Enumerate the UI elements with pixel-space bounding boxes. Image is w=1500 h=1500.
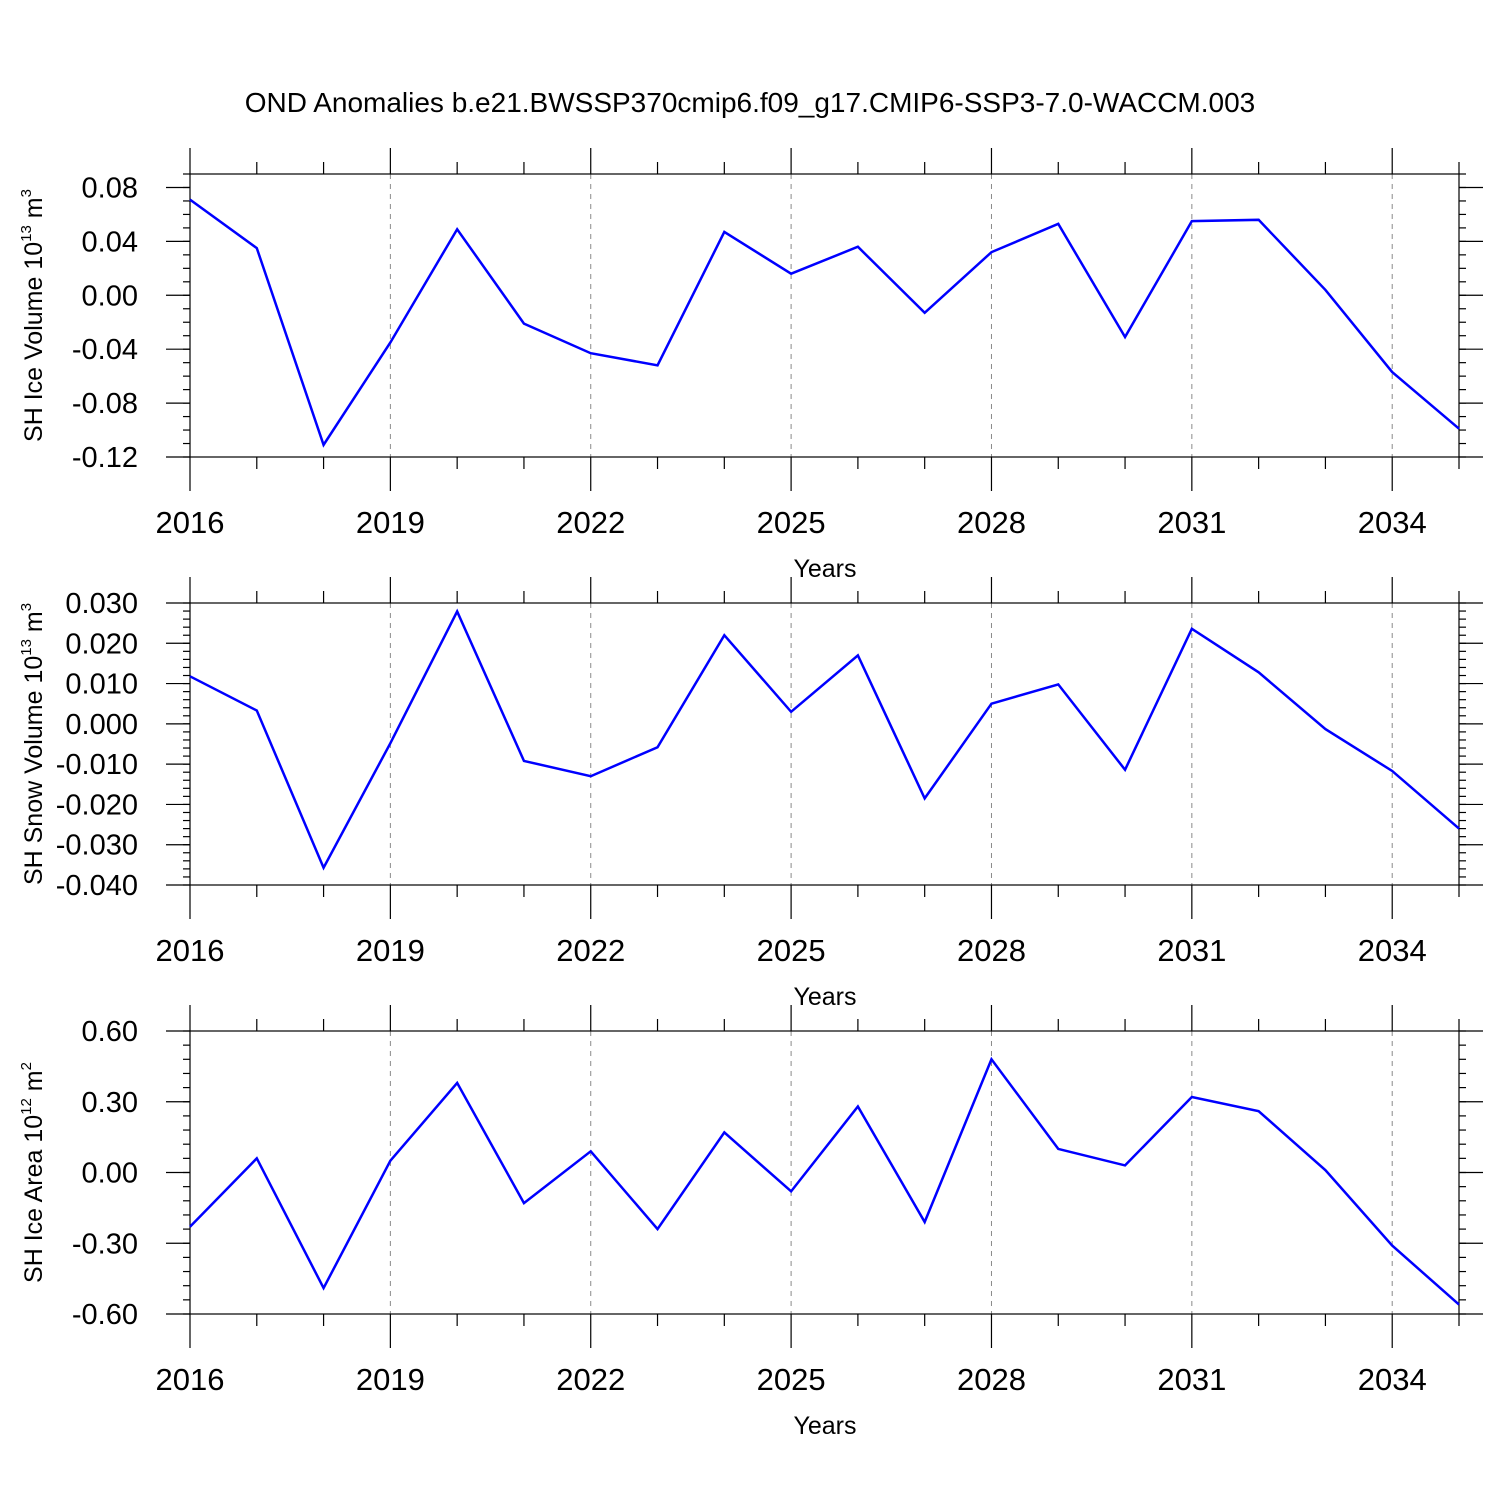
x-tick-label: 2016 <box>156 1362 225 1397</box>
y-tick-label: -0.04 <box>72 334 138 366</box>
y-tick-label: -0.030 <box>56 830 138 862</box>
y-tick-label: 0.020 <box>65 628 138 660</box>
y-axis-label: SH Ice Volume 1013 m3 <box>18 189 48 442</box>
y-tick-label: -0.010 <box>56 749 138 781</box>
panel-3: -0.60 -0.30 0.00 0.30 0.60 2016 2019 2022 2025 20… <box>18 1005 1483 1440</box>
x-tick-label: 2031 <box>1157 933 1226 968</box>
chart-title: OND Anomalies b.e21.BWSSP370cmip6.f09_g1… <box>245 87 1256 118</box>
y-tick-label: 0.60 <box>82 1016 138 1048</box>
x-axis-label: Years <box>793 983 856 1011</box>
y-tick-label: -0.040 <box>56 870 138 902</box>
panel-2: -0.040 -0.030 -0.020 -0.010 0.000 0.010 0.020 0… <box>18 577 1483 1011</box>
y-tick-label: -0.30 <box>72 1228 138 1260</box>
x-tick-label: 2034 <box>1358 505 1427 540</box>
x-tick-label: 2028 <box>957 933 1026 968</box>
x-tick-label: 2028 <box>957 505 1026 540</box>
x-tick-label: 2022 <box>556 1362 625 1397</box>
y-tick-label: -0.60 <box>72 1299 138 1331</box>
series-line <box>189 608 1460 871</box>
y-tick-label: -0.08 <box>72 388 138 420</box>
x-tick-label: 2019 <box>356 1362 425 1397</box>
y-tick-label: -0.020 <box>56 789 138 821</box>
plot-frame <box>189 173 1460 458</box>
panel-1: -0.12 -0.08 -0.04 0.00 0.04 0.08 2016 2019 2022 2… <box>18 148 1483 583</box>
y-tick-label: 0.030 <box>65 588 138 620</box>
y-tick-label: -0.12 <box>72 442 138 474</box>
x-tick-label: 2019 <box>356 933 425 968</box>
y-axis-label: SH Snow Volume 1013 m3 <box>18 603 48 885</box>
x-tick-label: 2025 <box>757 1362 826 1397</box>
x-tick-label: 2031 <box>1157 505 1226 540</box>
plot-frame <box>189 1030 1460 1315</box>
y-tick-label: 0.30 <box>82 1087 138 1119</box>
x-tick-label: 2025 <box>757 933 826 968</box>
y-tick-label: 0.00 <box>82 1158 138 1190</box>
x-tick-label: 2025 <box>757 505 826 540</box>
x-tick-label: 2034 <box>1358 933 1427 968</box>
series-line <box>189 198 1460 448</box>
panels-container: -0.12 -0.08 -0.04 0.00 0.04 0.08 2016 2019 2022 2… <box>18 148 1483 1440</box>
y-tick-label: 0.00 <box>82 280 138 312</box>
x-tick-label: 2031 <box>1157 1362 1226 1397</box>
x-tick-label: 2019 <box>356 505 425 540</box>
x-tick-label: 2034 <box>1358 1362 1427 1397</box>
x-axis-label: Years <box>793 1412 856 1440</box>
y-tick-label: 0.000 <box>65 709 138 741</box>
plot-frame <box>189 602 1460 886</box>
x-axis-label: Years <box>793 555 856 583</box>
y-tick-label: 0.010 <box>65 669 138 701</box>
x-tick-label: 2028 <box>957 1362 1026 1397</box>
x-tick-label: 2016 <box>156 933 225 968</box>
x-tick-label: 2016 <box>156 505 225 540</box>
y-tick-label: 0.04 <box>82 226 138 258</box>
x-tick-label: 2022 <box>556 505 625 540</box>
y-tick-label: 0.08 <box>82 172 138 204</box>
y-axis-label: SH Ice Area 1012 m2 <box>18 1062 48 1283</box>
x-tick-label: 2022 <box>556 933 625 968</box>
series-line <box>189 1056 1460 1306</box>
